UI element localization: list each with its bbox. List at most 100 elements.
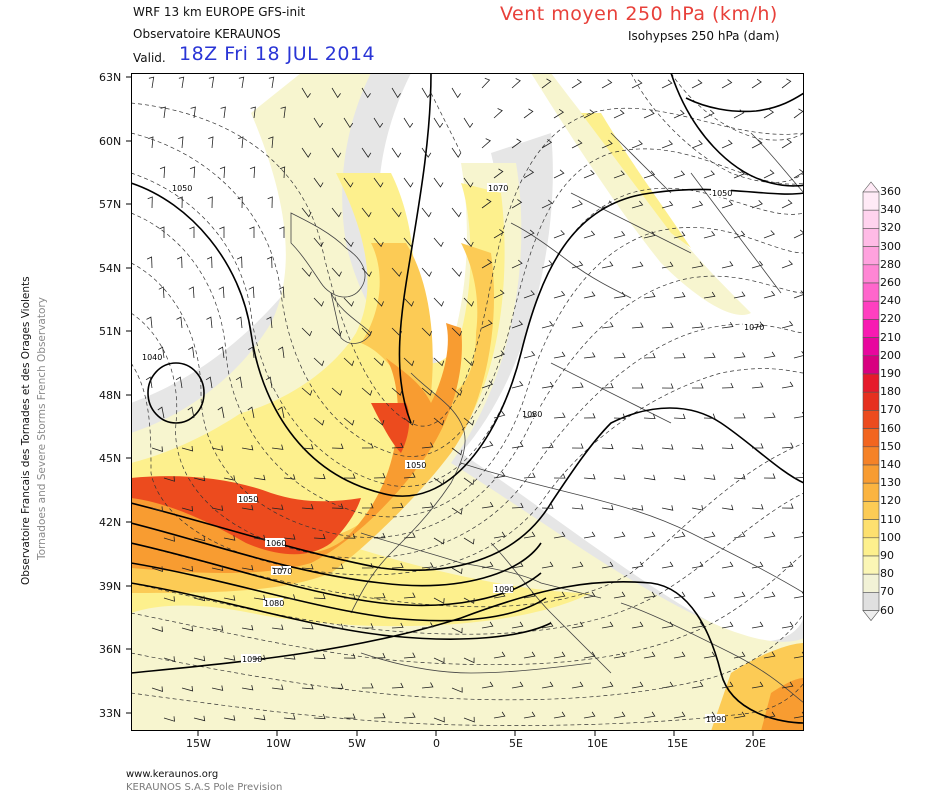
wind-barb (159, 226, 165, 238)
wind-barb (421, 327, 433, 337)
wind-barb (493, 350, 506, 359)
wind-barb (733, 230, 746, 239)
wind-barb (151, 506, 163, 512)
wind-barb (190, 106, 196, 119)
wind-barb (643, 651, 656, 659)
wind-barb (691, 561, 704, 569)
contour-labels: 1050 1070 1050 1040 1050 1060 1070 1080 … (141, 183, 764, 724)
wind-barb (703, 413, 716, 419)
wind-barb (511, 561, 524, 569)
colorbar-swatch (862, 482, 880, 502)
wind-barb (541, 260, 553, 269)
wind-barb (223, 715, 236, 721)
footer-url[interactable]: www.keraunos.org (126, 769, 219, 780)
wind-barb (632, 383, 644, 389)
wind-barb (181, 625, 194, 632)
wind-barb (523, 531, 536, 539)
wind-barb (391, 682, 404, 689)
wind-barb (361, 563, 374, 569)
wind-barb (583, 230, 596, 239)
observatory-name: Observatoire KERAUNOS (133, 27, 281, 41)
wind-barb (176, 256, 183, 269)
lon-label: 5W (348, 737, 366, 750)
wind-barb (571, 139, 583, 149)
wind-barb (643, 591, 656, 599)
valid-time: 18Z Fri 18 JUL 2014 (179, 43, 376, 65)
wind-barb (751, 321, 764, 329)
wind-barb (553, 351, 566, 359)
wind-barb (271, 564, 284, 570)
wind-barb (601, 621, 614, 629)
wind-barb (661, 561, 674, 569)
wind-barb (373, 117, 384, 129)
wind-barb (661, 79, 673, 89)
wind-barb (631, 621, 644, 629)
wind-barb (247, 406, 255, 419)
contour-label: 1050 (712, 189, 732, 198)
wind-barb (493, 531, 506, 539)
wind-barb (301, 444, 314, 450)
wind-barb (733, 352, 746, 359)
wind-barb (541, 681, 554, 689)
wind-barb (583, 413, 596, 419)
wind-barb (373, 297, 384, 307)
wind-barb (613, 352, 626, 359)
wind-barb (511, 441, 524, 449)
wind-barb (793, 350, 804, 359)
wind-barb (583, 591, 596, 599)
lat-ticks (126, 76, 131, 714)
wind-barb (451, 327, 463, 337)
contour-label: 1070 (272, 567, 292, 576)
wind-barb (403, 472, 416, 479)
wind-barb (403, 357, 415, 367)
wind-barb (661, 200, 674, 209)
wind-barb (781, 503, 794, 509)
wind-barb (433, 597, 445, 604)
wind-barb (703, 170, 716, 179)
wind-barb (241, 445, 254, 451)
wind-barb (361, 207, 372, 218)
wind-barb (763, 711, 776, 719)
wind-barb (208, 76, 215, 89)
wind-barb (703, 711, 716, 719)
wind-barb (313, 297, 324, 307)
lon-label: 15E (667, 737, 688, 750)
wind-barb (781, 681, 794, 689)
wind-barb (703, 651, 716, 659)
wind-barb (553, 711, 566, 719)
wind-barb (361, 443, 374, 449)
contour-label: 1090 (494, 585, 514, 594)
wind-barb (691, 140, 703, 149)
wind-barb (373, 357, 385, 367)
wind-barb (421, 207, 432, 218)
colorbar-label: 90 (880, 549, 894, 562)
wind-barb (493, 591, 506, 599)
wind-barb (301, 684, 314, 690)
lon-label: 15W (186, 737, 211, 750)
wind-barb (403, 117, 414, 129)
wind-barb (583, 109, 595, 119)
wind-barb (253, 594, 266, 601)
wind-barb (313, 177, 324, 188)
wind-barb (211, 625, 224, 631)
colorbar-label: 100 (880, 530, 901, 544)
contour-label: 1070 (488, 184, 508, 193)
colorbar-label: 240 (880, 294, 901, 308)
wind-barb (601, 504, 614, 511)
wind-barb (313, 357, 325, 367)
colorbar-label: 260 (880, 276, 901, 289)
wind-barb (481, 319, 493, 329)
wind-barb (343, 593, 356, 599)
wind-barb (313, 653, 326, 660)
wind-barb (511, 681, 524, 689)
wind-barb (277, 406, 285, 419)
colorbar-label: 140 (880, 458, 901, 471)
wind-barb (643, 109, 655, 119)
wind-barb (331, 387, 343, 396)
wind-barb (523, 411, 536, 419)
wind-barb (661, 444, 674, 450)
wind-barb (583, 352, 596, 359)
wind-barb (451, 627, 463, 634)
wind-barb (691, 621, 704, 629)
wind-barb (331, 503, 344, 509)
